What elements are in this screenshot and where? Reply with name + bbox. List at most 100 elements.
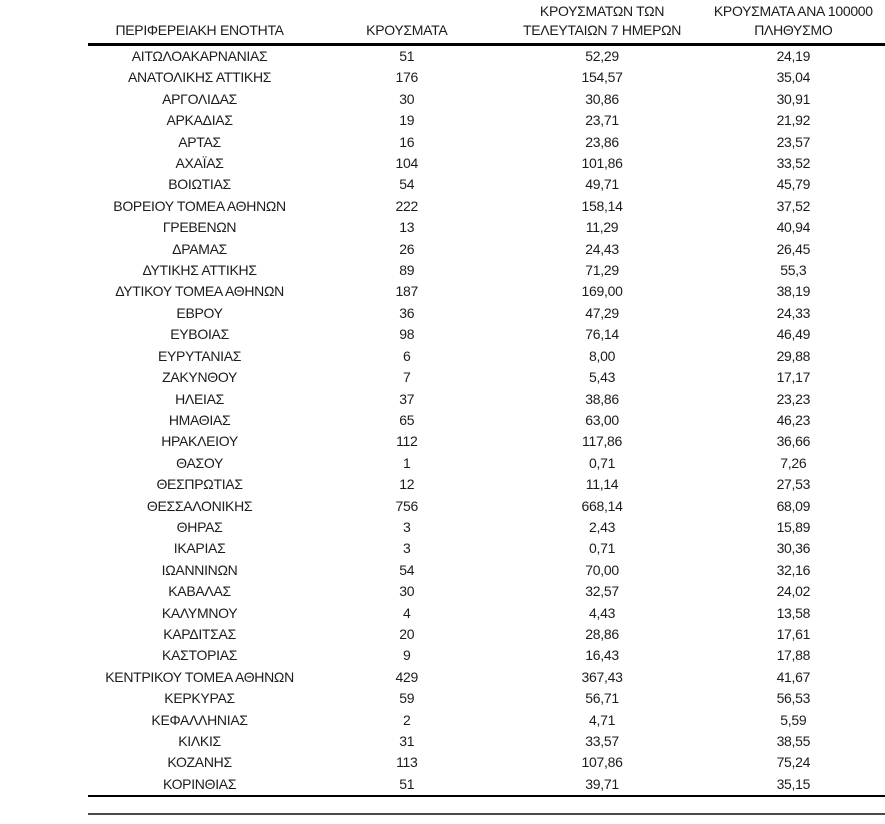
cases-value: 54 [399, 561, 415, 578]
table-header: ΠΕΡΙΦΕΡΕΙΑΚΗ ΕΝΟΤΗΤΑ ΚΡΟΥΣΜΑΤΑ ΚΡΟΥΣΜΑΤΩ… [88, 0, 885, 46]
cases-per-100k-value: 55,3 [780, 262, 807, 279]
cases-7day-value: 101,86 [581, 155, 623, 172]
column-header-region-label: ΠΕΡΙΦΕΡΕΙΑΚΗ ΕΝΟΤΗΤΑ [115, 22, 284, 38]
cases-value: 98 [399, 326, 415, 343]
cases-7day-value: 16,43 [585, 647, 619, 664]
table-row: ΚΑΡΔΙΤΣΑΣ 20 28,86 17,61 [88, 624, 885, 645]
cases-value: 3 [403, 518, 411, 535]
cases-per-100k-value: 17,17 [776, 369, 811, 386]
cases-value: 113 [396, 754, 418, 771]
region-name: ΔΡΑΜΑΣ [172, 240, 227, 257]
table-row: ΑΡΓΟΛΙΔΑΣ 30 30,86 30,91 [88, 89, 885, 110]
table-row: ΔΥΤΙΚΗΣ ΑΤΤΙΚΗΣ 89 71,29 55,3 [88, 260, 885, 281]
regional-cases-table: ΠΕΡΙΦΕΡΕΙΑΚΗ ΕΝΟΤΗΤΑ ΚΡΟΥΣΜΑΤΑ ΚΡΟΥΣΜΑΤΩ… [88, 0, 885, 798]
cases-per-100k-value: 29,88 [776, 347, 811, 364]
cases-7day-value: 70,00 [585, 561, 619, 578]
cases-7day-value: 154,57 [581, 69, 623, 86]
bottom-divider [88, 813, 885, 815]
cases-7day-value: 0,71 [589, 540, 616, 557]
cases-per-100k-value: 15,89 [776, 518, 811, 535]
cases-value: 12 [399, 476, 415, 493]
table-row: ΚΟΖΑΝΗΣ 113 107,86 75,24 [88, 752, 885, 773]
cases-per-100k-value: 46,49 [776, 326, 811, 343]
region-name: ΚΕΦΑΛΛΗΝΙΑΣ [151, 711, 248, 728]
region-name: ΚΕΝΤΡΙΚΟΥ ΤΟΜΕΑ ΑΘΗΝΩΝ [105, 668, 294, 685]
cases-value: 30 [399, 90, 415, 107]
cases-7day-value: 4,71 [589, 711, 616, 728]
region-name: ΕΒΡΟΥ [176, 304, 223, 321]
region-name: ΚΙΛΚΙΣ [178, 733, 221, 749]
table-row: ΚΕΡΚΥΡΑΣ 59 56,71 56,53 [88, 688, 885, 709]
cases-7day-value: 30,86 [585, 90, 619, 107]
cases-per-100k-value: 46,23 [776, 411, 811, 428]
table-row: ΚΙΛΚΙΣ 31 33,57 38,55 [88, 731, 885, 752]
table-row: ΕΥΒΟΙΑΣ 98 76,14 46,49 [88, 324, 885, 345]
table-row: ΑΡΤΑΣ 16 23,86 23,57 [88, 132, 885, 153]
column-header-cases: ΚΡΟΥΣΜΑΤΑ [311, 0, 503, 46]
region-name: ΓΡΕΒΕΝΩΝ [162, 219, 237, 236]
table-row: ΕΒΡΟΥ 36 47,29 24,33 [88, 303, 885, 324]
cases-value: 31 [399, 733, 415, 749]
cases-per-100k-value: 24,02 [776, 583, 811, 600]
region-name: ΑΡΓΟΛΙΔΑΣ [162, 90, 238, 107]
region-name: ΚΟΖΑΝΗΣ [167, 754, 232, 771]
table-row: ΘΗΡΑΣ 3 2,43 15,89 [88, 517, 885, 538]
cases-7day-value: 4,43 [589, 604, 616, 621]
cases-7day-value: 23,86 [585, 133, 619, 150]
cases-per-100k-value: 17,88 [776, 647, 811, 664]
column-header-cases-per-100k: ΚΡΟΥΣΜΑΤΑ ΑΝΑ 100000 ΠΛΗΘΥΣΜΟ [701, 0, 885, 46]
table-row: ΒΟΡΕΙΟΥ ΤΟΜΕΑ ΑΘΗΝΩΝ 222 158,14 37,52 [88, 196, 885, 217]
table-row: ΑΡΚΑΔΙΑΣ 19 23,71 21,92 [88, 110, 885, 131]
cases-value: 30 [399, 583, 415, 600]
region-name: ΚΑΛΥΜΝΟΥ [161, 604, 238, 621]
cases-value: 2 [403, 711, 411, 728]
cases-7day-value: 52,29 [585, 48, 619, 64]
region-name: ΔΥΤΙΚΟΥ ΤΟΜΕΑ ΑΘΗΝΩΝ [115, 283, 284, 300]
cases-value: 13 [399, 219, 415, 236]
cases-per-100k-value: 33,52 [776, 155, 811, 172]
table-row: ΔΡΑΜΑΣ 26 24,43 26,45 [88, 239, 885, 260]
table-row: ΘΑΣΟΥ 1 0,71 7,26 [88, 453, 885, 474]
region-name: ΘΑΣΟΥ [176, 454, 224, 471]
cases-per-100k-value: 13,58 [776, 604, 811, 621]
cases-7day-value: 76,14 [585, 326, 619, 343]
cases-per-100k-value: 7,26 [780, 454, 807, 471]
cases-value: 59 [399, 690, 415, 707]
cases-per-100k-value: 30,91 [776, 90, 811, 107]
table-row: ΓΡΕΒΕΝΩΝ 13 11,29 40,94 [88, 217, 885, 238]
region-name: ΔΥΤΙΚΗΣ ΑΤΤΙΚΗΣ [142, 262, 257, 279]
cases-7day-value: 39,71 [502, 773, 702, 798]
table-row: ΚΕΦΑΛΛΗΝΙΑΣ 2 4,71 5,59 [88, 710, 885, 731]
table-row: ΖΑΚΥΝΘΟΥ 7 5,43 17,17 [88, 367, 885, 388]
cases-7day-value: 23,71 [585, 112, 619, 129]
column-header-cases-per-100k-line2: ΠΛΗΘΥΣΜΟ [754, 22, 833, 38]
cases-per-100k-value: 36,66 [776, 433, 811, 450]
table-row: ΚΑΣΤΟΡΙΑΣ 9 16,43 17,88 [88, 645, 885, 666]
cases-7day-value: 24,43 [585, 240, 619, 257]
cases-7day-value: 11,14 [585, 476, 619, 493]
cases-per-100k-value: 24,19 [776, 48, 811, 64]
cases-value: 756 [395, 497, 419, 514]
cases-value: 6 [403, 347, 411, 364]
cases-value: 16 [399, 133, 415, 150]
cases-per-100k-value: 45,79 [776, 176, 811, 193]
cases-per-100k-value: 38,19 [776, 283, 811, 300]
cases-7day-value: 71,29 [585, 262, 619, 279]
region-name: ΚΑΣΤΟΡΙΑΣ [162, 647, 238, 664]
table-body: ΑΙΤΩΛΟΑΚΑΡΝΑΝΙΑΣ 51 52,29 24,19 ΑΝΑΤΟΛΙΚΗΣ Α… [88, 45, 885, 798]
cases-per-100k-value: 41,67 [776, 668, 811, 685]
column-header-cases-7days-line2: ΤΕΛΕΥΤΑΙΩΝ 7 ΗΜΕΡΩΝ [522, 22, 682, 38]
cases-value: 112 [396, 433, 418, 450]
table-row: ΕΥΡΥΤΑΝΙΑΣ 6 8,00 29,88 [88, 346, 885, 367]
cases-per-100k-value: 23,23 [776, 390, 811, 407]
region-name: ΕΥΡΥΤΑΝΙΑΣ [157, 347, 242, 364]
cases-per-100k-value: 5,59 [780, 711, 807, 728]
cases-7day-value: 28,86 [585, 625, 619, 642]
table-row: ΗΡΑΚΛΕΙΟΥ 112 117,86 36,66 [88, 431, 885, 452]
cases-value: 19 [399, 112, 415, 129]
region-name: ΘΕΣΠΡΩΤΙΑΣ [156, 476, 243, 493]
cases-value: 176 [395, 69, 419, 86]
cases-per-100k-value: 40,94 [776, 219, 811, 236]
cases-7day-value: 11,29 [585, 219, 619, 236]
table-row: ΑΙΤΩΛΟΑΚΑΡΝΑΝΙΑΣ 51 52,29 24,19 [88, 45, 885, 68]
